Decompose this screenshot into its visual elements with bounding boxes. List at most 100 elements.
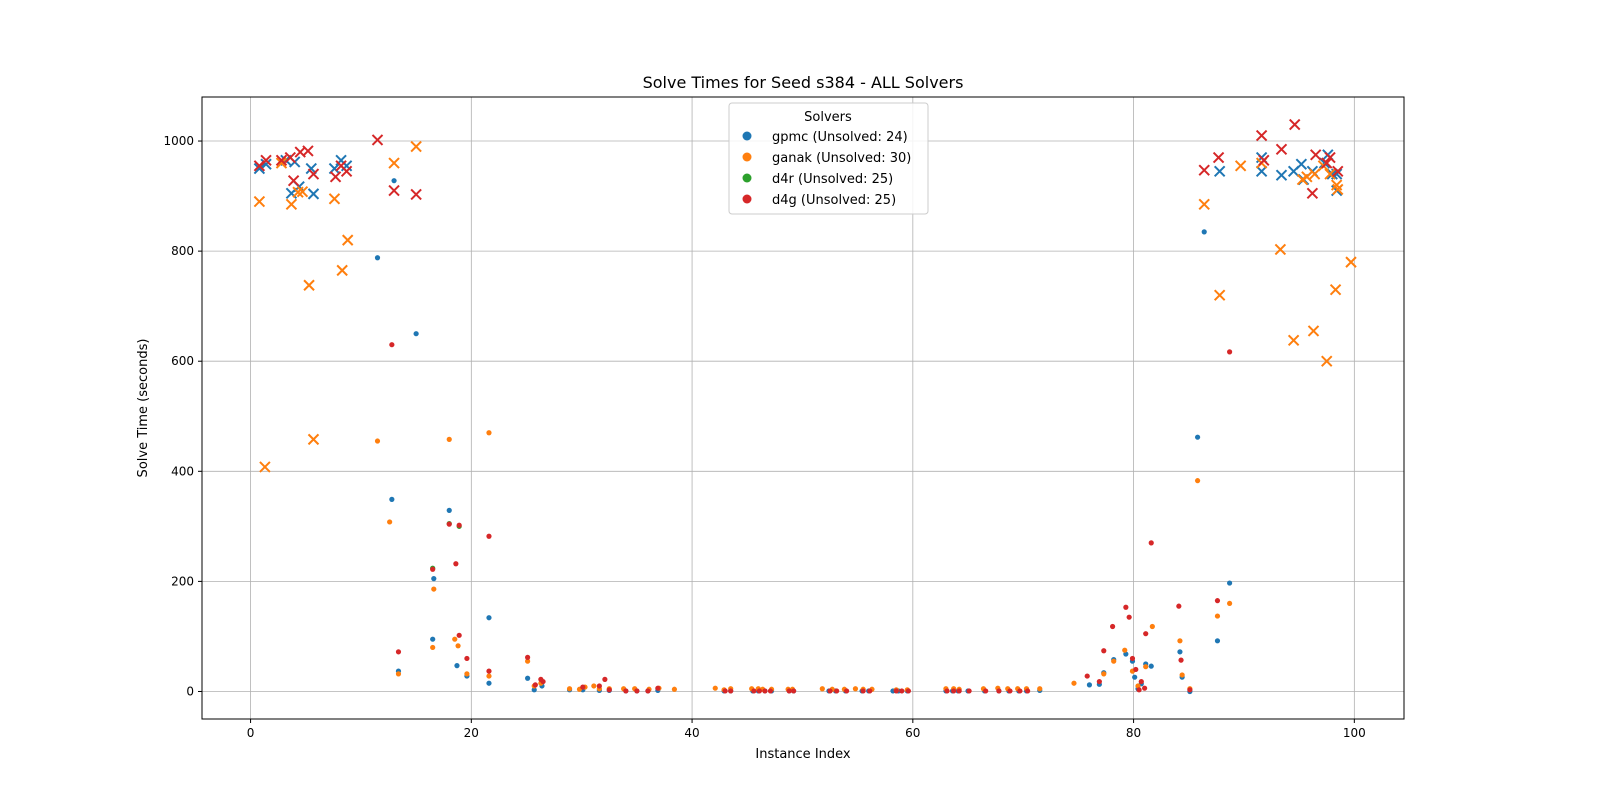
gpmc-unsolved-marker	[1213, 165, 1226, 178]
gpmc-solved-point	[446, 507, 452, 513]
d4g-solved-point	[893, 688, 899, 694]
ganak-unsolved-marker	[328, 193, 341, 205]
d4g-solved-point	[1227, 349, 1233, 355]
gpmc-solved-point	[486, 615, 492, 621]
d4g-solved-point	[580, 684, 586, 690]
d4g-solved-point	[791, 688, 797, 694]
d4g-unsolved-marker	[1289, 118, 1301, 131]
ganak-unsolved-marker	[1329, 283, 1342, 296]
gpmc-unsolved-marker	[1255, 165, 1268, 178]
d4g-solved-point	[430, 566, 436, 572]
d4g-solved-point	[602, 676, 608, 682]
legend-label-d4g: d4g (Unsolved: 25)	[772, 193, 896, 208]
d4g-unsolved-marker	[1324, 151, 1336, 164]
gpmc-solved-point	[486, 680, 492, 686]
ganak-unsolved-marker	[259, 461, 271, 473]
gpmc-solved-point	[374, 255, 381, 261]
ganak-solved-point	[1101, 671, 1107, 677]
gpmc-solved-point	[525, 675, 531, 681]
ganak-unsolved-marker	[336, 264, 348, 277]
gpmc-solved-point	[1201, 229, 1207, 235]
d4g-solved-point	[1143, 631, 1149, 637]
d4g-solved-point	[1017, 688, 1023, 694]
ganak-solved-point	[486, 673, 492, 679]
d4g-solved-point	[834, 688, 840, 694]
gpmc-solved-point	[413, 331, 419, 337]
d4g-solved-point	[827, 688, 833, 694]
d4g-solved-point	[1148, 540, 1154, 546]
d4g-solved-point	[860, 688, 866, 694]
ganak-unsolved-marker	[307, 433, 320, 446]
legend-box	[728, 102, 929, 215]
ganak-solved-point	[819, 686, 825, 692]
d4g-solved-point	[389, 342, 395, 348]
ganak-unsolved-marker	[1345, 256, 1357, 268]
grid	[202, 97, 1404, 719]
ganak-solved-point	[387, 519, 393, 525]
ganak-solved-point	[486, 430, 492, 436]
legend-label-d4r: d4r (Unsolved: 25)	[772, 172, 893, 187]
d4g-solved-point	[966, 688, 972, 694]
d4g-solved-point	[634, 688, 640, 694]
d4g-solved-point	[756, 688, 763, 694]
d4g-solved-point	[1126, 614, 1132, 620]
legend-marker-ganak	[742, 152, 752, 162]
d4g-solved-point	[1136, 687, 1142, 693]
ganak-solved-point	[464, 671, 470, 677]
x-tick-label: 20	[464, 726, 479, 740]
d4g-unsolved-marker	[1255, 129, 1268, 142]
ganak-solved-point	[1071, 680, 1077, 686]
d4g-solved-point	[1176, 603, 1182, 609]
d4g-solved-point	[1084, 673, 1090, 679]
d4g-solved-point	[395, 649, 402, 655]
d4g-solved-point	[983, 688, 989, 694]
y-tick-label: 800	[171, 244, 194, 258]
gpmc-solved-point	[389, 496, 395, 502]
d4g-unsolved-marker	[1306, 187, 1319, 200]
d4g-unsolved-marker	[1309, 149, 1322, 161]
d4g-solved-point	[1178, 657, 1184, 663]
ganak-unsolved-marker	[1198, 198, 1210, 211]
gpmc-unsolved-marker	[1326, 168, 1338, 180]
d4g-unsolved-marker	[1321, 157, 1333, 169]
ganak-solved-point	[374, 438, 381, 444]
d4g-solved-point	[655, 685, 661, 691]
ganak-solved-point	[591, 683, 597, 689]
d4g-solved-point	[456, 522, 462, 528]
d4g-unsolved-marker	[410, 188, 422, 201]
d4g-solved-point	[1123, 604, 1129, 610]
d4g-unsolved-marker	[371, 134, 384, 146]
y-tick-label: 600	[171, 354, 194, 368]
ganak-unsolved-marker	[1308, 168, 1321, 180]
ganak-solved-point	[671, 686, 678, 692]
ganak-unsolved-marker	[296, 185, 309, 198]
d4g-solved-point	[905, 688, 912, 694]
d4g-solved-point	[1101, 648, 1107, 654]
gpmc-solved-point	[391, 178, 397, 184]
gpmc-unsolved-marker	[260, 158, 272, 170]
ganak-solved-point	[455, 643, 461, 649]
y-tick-label: 0	[186, 684, 194, 698]
gpmc-solved-point	[1177, 649, 1183, 655]
ganak-unsolved-marker	[1321, 355, 1333, 367]
ganak-solved-point	[1177, 638, 1183, 644]
ganak-unsolved-marker	[1213, 289, 1226, 301]
d4g-solved-point	[1133, 666, 1139, 673]
ganak-solved-point	[430, 644, 436, 651]
gpmc-solved-point	[431, 576, 437, 582]
d4g-solved-point	[843, 688, 850, 694]
ganak-solved-point	[1227, 600, 1233, 607]
d4g-solved-point	[486, 668, 492, 674]
ganak-solved-point	[1037, 686, 1043, 692]
plot-frame	[201, 96, 1405, 720]
legend-marker-d4r	[742, 173, 752, 183]
d4g-solved-point	[867, 688, 873, 694]
ganak-solved-point	[446, 436, 452, 442]
legend-label-ganak: ganak (Unsolved: 30)	[772, 151, 911, 166]
gpmc-solved-point	[531, 687, 537, 693]
y-tick-label: 1000	[163, 134, 194, 148]
ganak-solved-point	[566, 686, 573, 692]
d4g-solved-point	[1096, 678, 1102, 685]
d4g-solved-point	[1007, 688, 1013, 694]
